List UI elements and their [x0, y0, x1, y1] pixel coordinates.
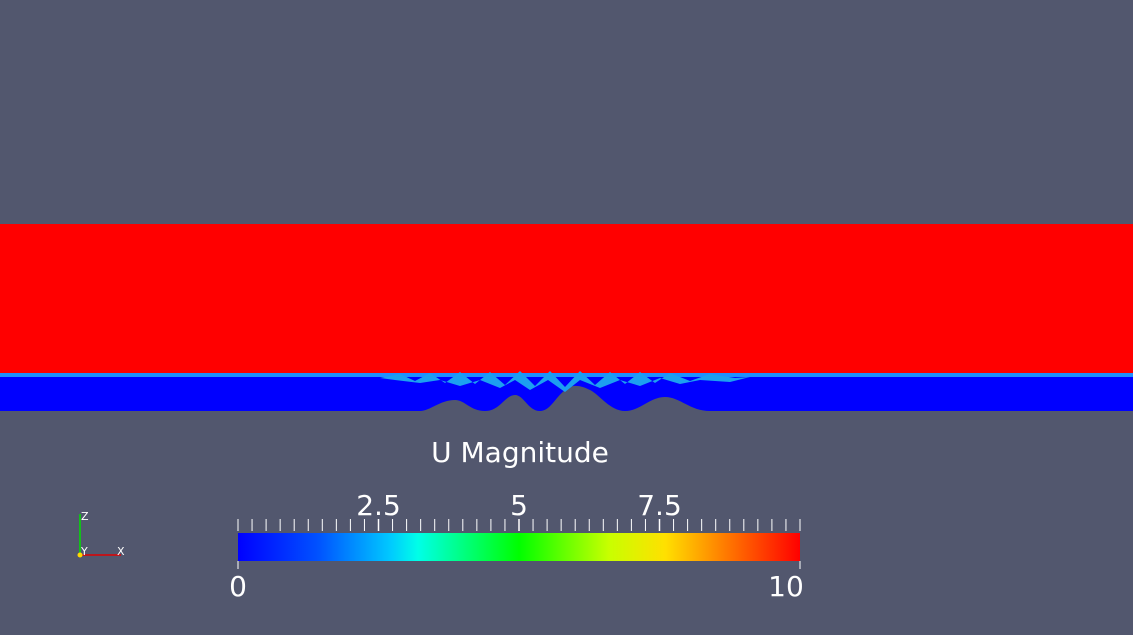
z-label: Z: [81, 510, 89, 523]
blue-region: [0, 373, 1133, 411]
interface-line: [0, 373, 1133, 377]
x-label: X: [117, 545, 125, 558]
interface-ripple: [380, 371, 750, 392]
render-scene: [0, 224, 1133, 411]
color-bar: [238, 533, 800, 561]
tick-label: 2.5: [356, 489, 401, 522]
range-label: 10: [768, 570, 804, 603]
legend-title: U Magnitude: [431, 436, 609, 469]
red-region: [0, 224, 1133, 374]
y-label: Y: [80, 545, 88, 558]
tick-label: 7.5: [637, 489, 682, 522]
range-label: 0: [229, 570, 247, 603]
orientation-axes: Z Y X: [77, 510, 125, 558]
tick-label: 5: [510, 489, 528, 522]
legend-ticks: 2.5 5 7.5 0 10: [229, 489, 804, 603]
y-axis: [77, 552, 83, 558]
